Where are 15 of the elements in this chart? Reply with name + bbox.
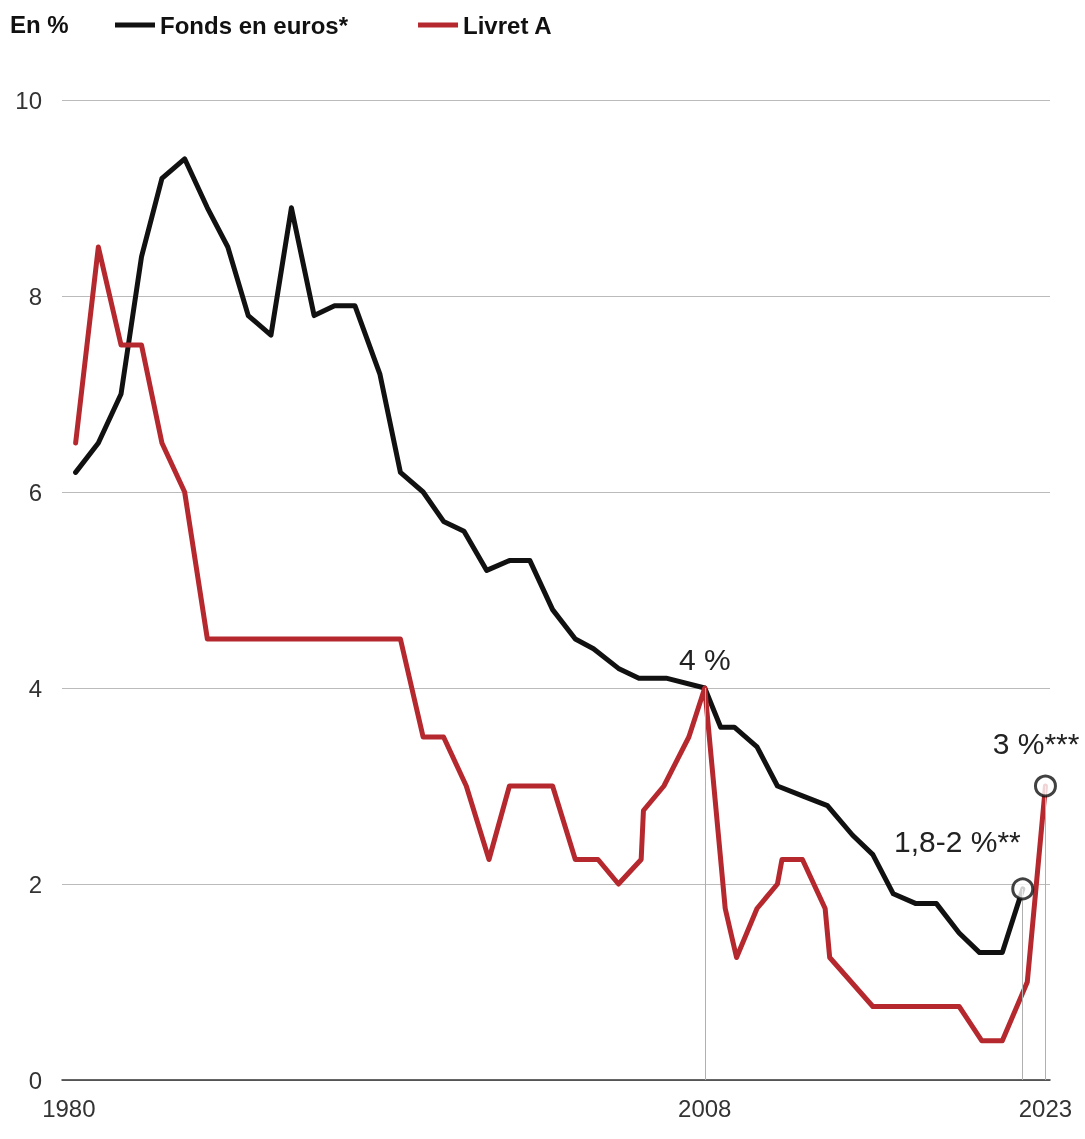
annotation: 1,8-2 %**: [893, 825, 1022, 859]
y-tick-label: 4: [28, 674, 42, 702]
annotation: 4 %: [678, 642, 731, 676]
y-tick-label: 6: [28, 478, 42, 506]
y-tick-label: 2: [28, 870, 42, 898]
y-tick-label: 10: [15, 86, 42, 114]
y-axis-title: En %: [10, 10, 69, 38]
y-tick-label: 8: [28, 282, 42, 310]
y-tick-label: 0: [28, 1066, 42, 1094]
x-tick-label: 2008: [678, 1094, 732, 1122]
x-tick-label: 1980: [42, 1094, 96, 1122]
legend-label: Fonds en euros*: [160, 11, 349, 39]
annotation: 3 %***: [992, 726, 1080, 760]
legend-label: Livret A: [463, 11, 552, 39]
x-tick-label: 2023: [1018, 1094, 1073, 1122]
